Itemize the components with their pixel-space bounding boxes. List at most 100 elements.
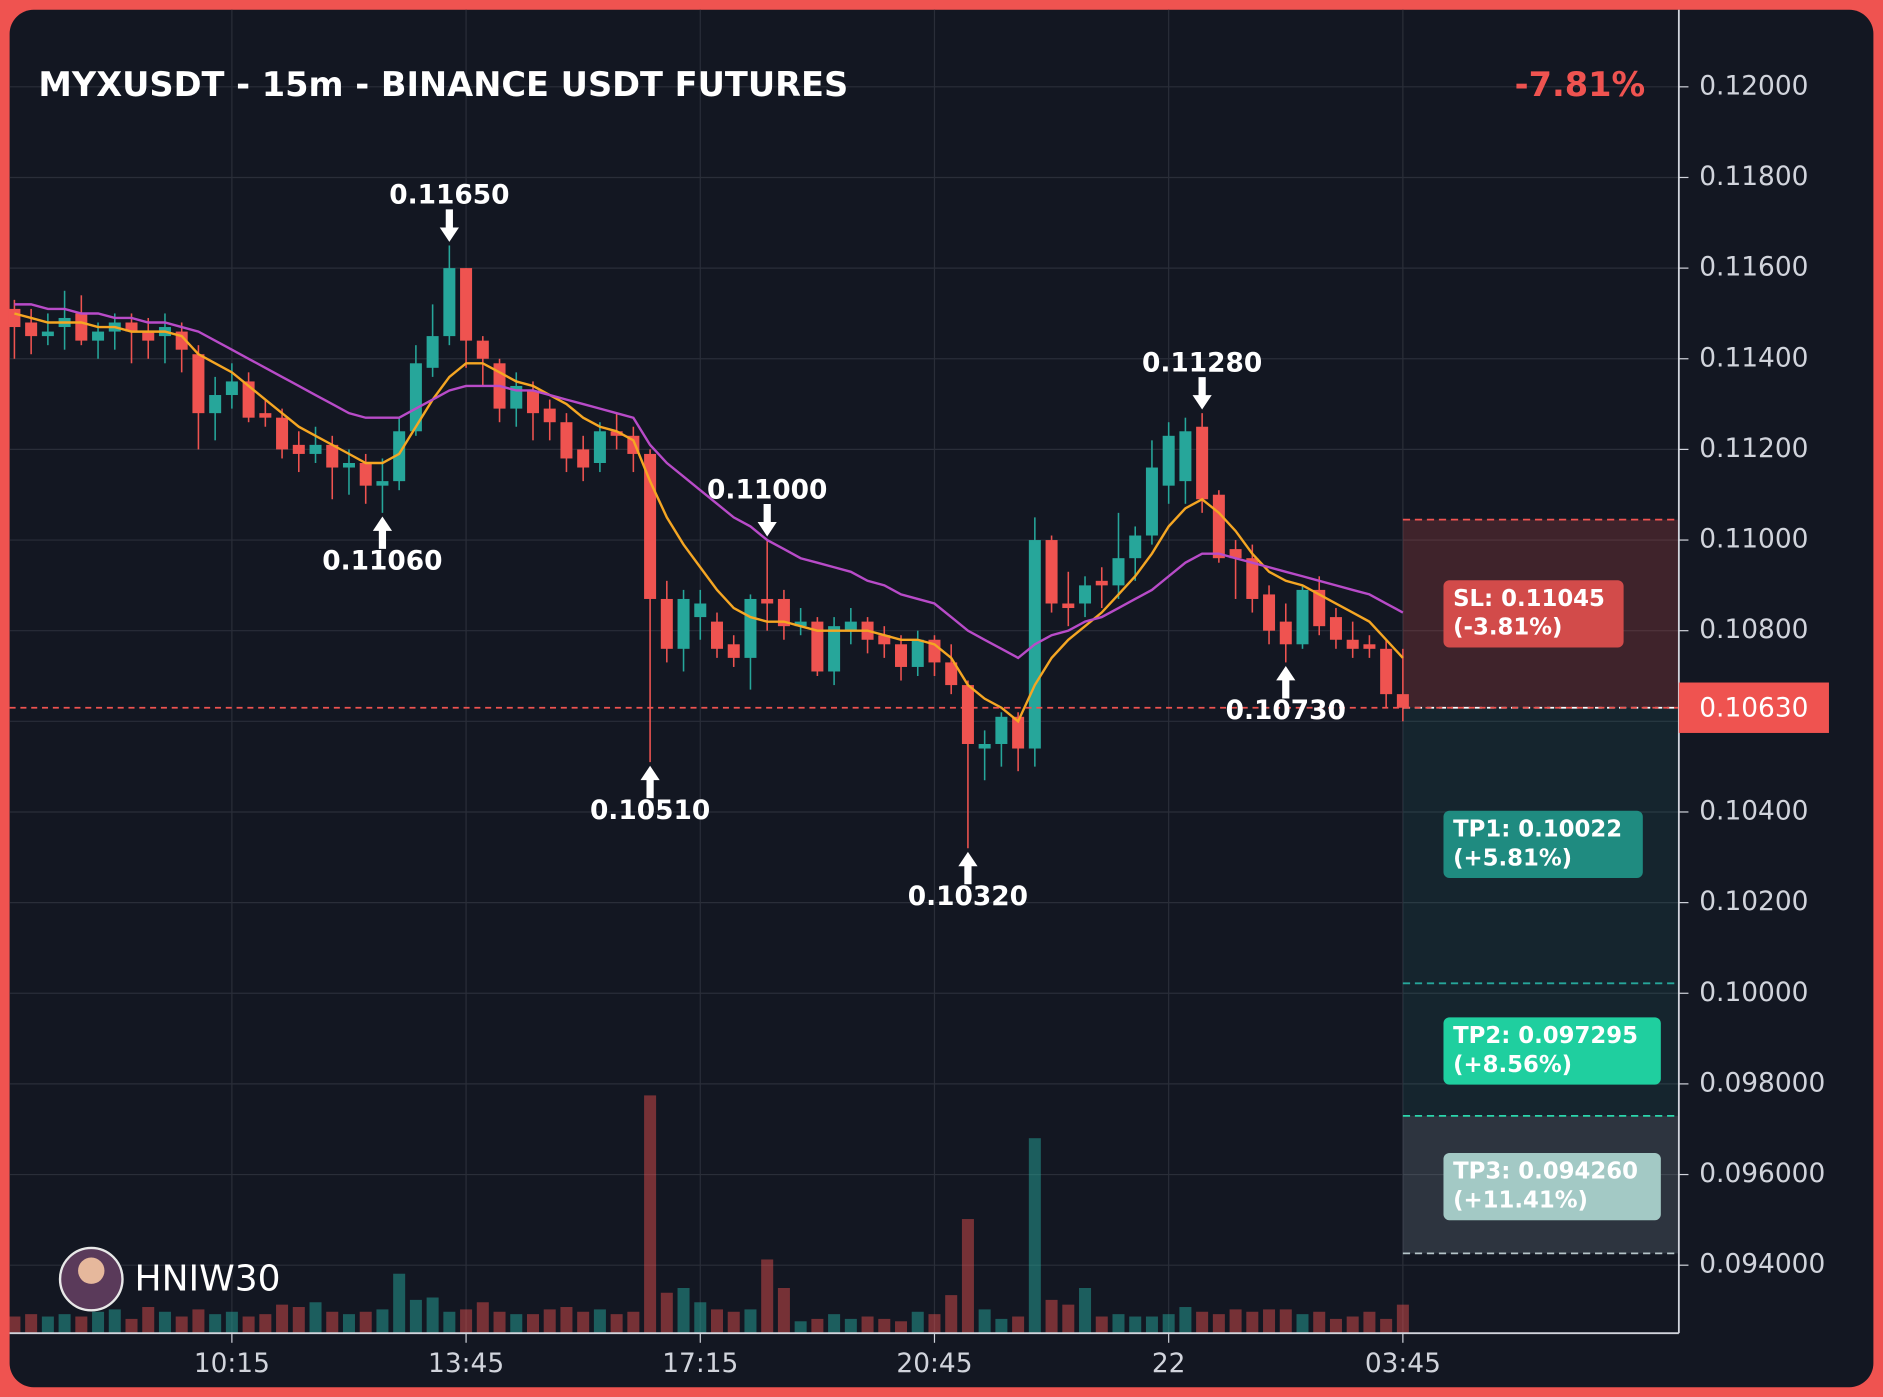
volume-bar	[1229, 1309, 1242, 1334]
candle-body	[309, 444, 322, 454]
volume-bar	[526, 1314, 539, 1334]
volume-bar	[1313, 1311, 1326, 1334]
volume-bar	[41, 1316, 54, 1334]
candle-body	[794, 621, 807, 627]
y-tick-label: 0.10200	[1699, 886, 1808, 917]
candle-body	[460, 268, 473, 341]
volume-bar	[326, 1311, 339, 1334]
volume-bar	[644, 1095, 657, 1334]
annotation-label: 0.11280	[1142, 347, 1262, 378]
candle-body	[644, 453, 657, 599]
panel	[9, 9, 1874, 1388]
annotation-label: 0.10730	[1226, 695, 1346, 726]
annotation-arrow	[757, 504, 777, 537]
watermark: HNIW30	[135, 1258, 281, 1299]
volume-bar	[1012, 1316, 1025, 1334]
y-tick-label: 0.11800	[1699, 161, 1808, 192]
candle-body	[1296, 589, 1309, 645]
volume-bar	[1196, 1311, 1209, 1334]
x-tick-label: 22	[1152, 1348, 1186, 1379]
y-tick-label: 0.11600	[1699, 252, 1808, 283]
candle-body	[711, 621, 724, 649]
candle-body	[1279, 621, 1292, 645]
last-price-label: 0.10630	[1699, 692, 1808, 723]
y-tick-label: 0.10000	[1699, 977, 1808, 1008]
y-tick-label: 0.11000	[1699, 524, 1808, 555]
candle-body	[359, 463, 372, 486]
volume-bar	[376, 1309, 389, 1334]
candle-body	[276, 417, 289, 450]
level-box	[1443, 580, 1624, 648]
volume-bar	[25, 1314, 38, 1334]
candle-body	[1229, 549, 1242, 559]
candle-body	[1246, 558, 1259, 599]
candle-body	[1212, 494, 1225, 559]
volume-bar	[794, 1321, 807, 1334]
candle-body	[376, 481, 389, 486]
level-pct: (+8.56%)	[1453, 1052, 1572, 1078]
y-tick-label: 0.11200	[1699, 433, 1808, 464]
volume-bar	[1028, 1138, 1041, 1334]
candles	[8, 245, 1409, 849]
volume-bar	[727, 1311, 740, 1334]
annotation-label: 0.11650	[389, 180, 509, 211]
volume-bar	[58, 1314, 71, 1334]
volume-bar	[409, 1299, 422, 1334]
y-tick-label: 0.10400	[1699, 795, 1808, 826]
level-pct: (-3.81%)	[1453, 615, 1562, 641]
candle-body	[125, 322, 138, 332]
candle-body	[526, 390, 539, 414]
candle-body	[1329, 617, 1342, 640]
volume-bar	[1129, 1316, 1142, 1334]
candle-body	[761, 598, 774, 604]
volume-bar	[744, 1309, 757, 1334]
volume-bar	[593, 1309, 606, 1334]
x-tick-label: 20:45	[896, 1348, 972, 1379]
volume-bar	[209, 1314, 222, 1334]
volume-bar	[309, 1302, 322, 1334]
y-tick-label: 0.098000	[1699, 1067, 1825, 1098]
candle-body	[75, 313, 88, 341]
volume-bar	[342, 1314, 355, 1334]
volume-bar	[995, 1318, 1008, 1334]
volume-bar	[1296, 1314, 1309, 1334]
x-tick-label: 10:15	[194, 1348, 270, 1379]
annotation-arrow	[372, 516, 393, 549]
x-tick-label: 13:45	[428, 1348, 504, 1379]
volume-bar	[192, 1309, 205, 1334]
volume-bar	[443, 1311, 456, 1334]
volume-bar	[242, 1316, 255, 1334]
volume-bar	[1396, 1304, 1409, 1334]
chart-title: MYXUSDT - 15m - BINANCE USDT FUTURES	[38, 65, 848, 104]
level-label: TP3: 0.094260	[1453, 1159, 1638, 1185]
x-tick-label: 17:15	[662, 1348, 738, 1379]
volume-bar	[92, 1311, 105, 1334]
candle-body	[476, 340, 489, 359]
candle-body	[610, 431, 623, 436]
candle-body	[593, 431, 606, 464]
candle-body	[1045, 540, 1058, 604]
candle-body	[1196, 426, 1209, 500]
candle-body	[342, 463, 355, 468]
candle-body	[443, 268, 456, 337]
volume-bar	[460, 1309, 473, 1334]
volume-bar	[1095, 1316, 1108, 1334]
candle-body	[242, 381, 255, 418]
candle-body	[41, 331, 54, 337]
volume-bar	[1045, 1299, 1058, 1334]
level-box	[1443, 1153, 1661, 1221]
candle-body	[811, 621, 824, 672]
volume-bar	[1145, 1316, 1158, 1334]
volume-bar	[777, 1287, 790, 1334]
volume-bar	[811, 1318, 824, 1334]
candle-body	[1396, 694, 1409, 708]
volume-bar	[175, 1316, 188, 1334]
annotation-label: 0.10320	[908, 881, 1028, 912]
volume-bar	[945, 1295, 958, 1334]
volume-bar	[359, 1311, 372, 1334]
candle-body	[326, 444, 339, 468]
moving-average	[14, 303, 1404, 660]
candle-body	[660, 598, 673, 649]
volume-bar	[1212, 1314, 1225, 1334]
last-price-tag	[1678, 682, 1829, 733]
